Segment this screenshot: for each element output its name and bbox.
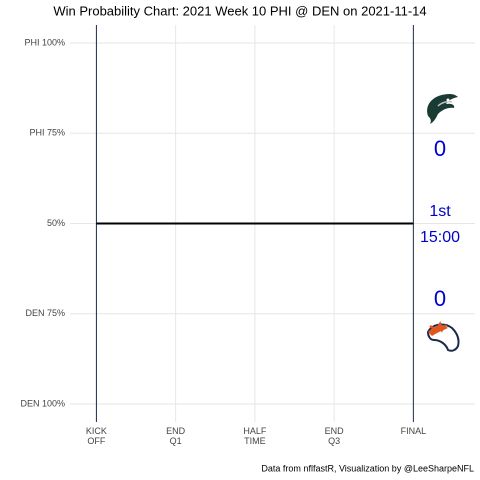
game-clock: 15:00 — [420, 229, 460, 246]
caption: Data from nflfastR, Visualization by @Le… — [261, 463, 474, 473]
away-score: 0 — [434, 286, 446, 311]
y-tick-label: DEN 75% — [25, 308, 65, 318]
quarter: 1st — [429, 203, 451, 220]
chart-title: Win Probability Chart: 2021 Week 10 PHI … — [53, 3, 426, 18]
x-tick-label: HALF TIME — [243, 426, 267, 446]
y-tick-label: 50% — [47, 218, 65, 228]
broncos-logo — [426, 321, 460, 352]
x-tick-label: FINAL — [400, 426, 427, 436]
x-tick-label: KICK OFF — [85, 426, 107, 446]
x-tick-label: END Q3 — [324, 426, 344, 446]
y-tick-label: DEN 100% — [20, 398, 65, 408]
x-tick-label: END Q1 — [166, 426, 186, 446]
y-tick-label: PHI 75% — [29, 128, 65, 138]
home-score: 0 — [434, 136, 446, 161]
eagles-logo — [427, 94, 458, 124]
y-tick-label: PHI 100% — [24, 37, 65, 47]
